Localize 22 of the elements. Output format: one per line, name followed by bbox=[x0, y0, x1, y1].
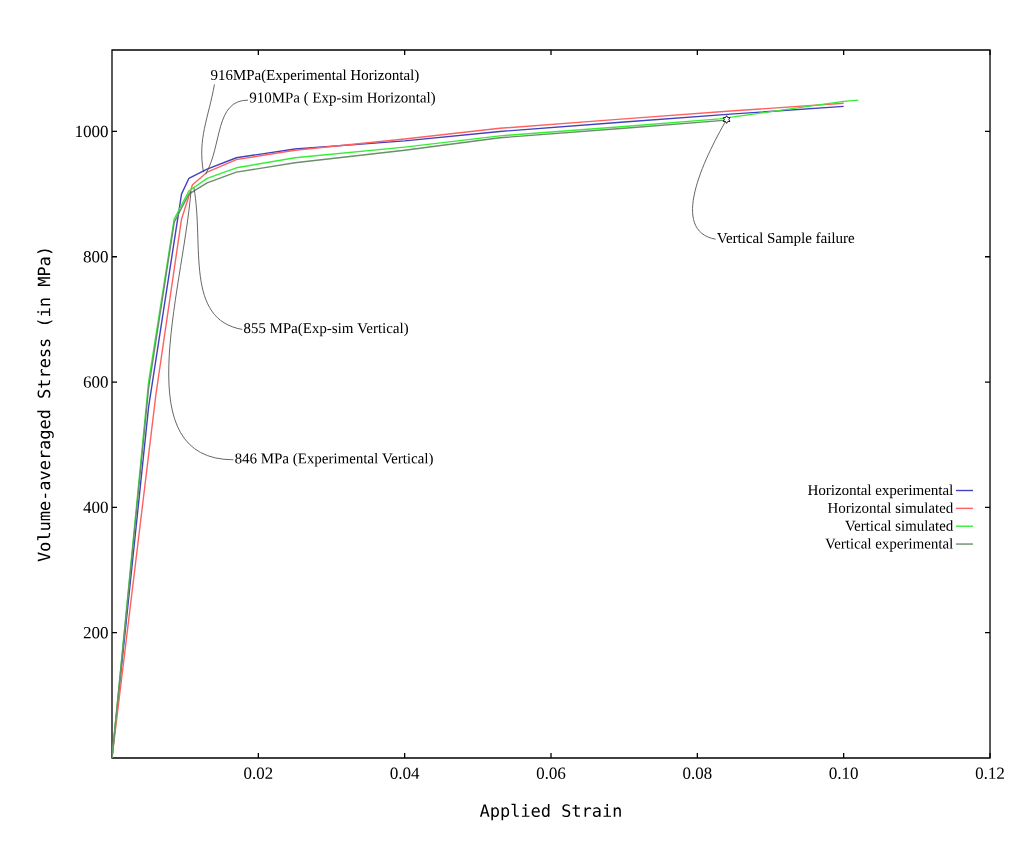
x-tick-label: 0.06 bbox=[536, 767, 566, 780]
x-tick-label: 0.02 bbox=[244, 767, 273, 780]
annotation: 910MPa ( Exp-sim Horizontal) bbox=[249, 92, 435, 106]
x-tick-label: 0.10 bbox=[829, 767, 858, 780]
annotation: 916MPa(Experimental Horizontal) bbox=[211, 69, 419, 84]
annotation: 855 MPa(Exp-sim Vertical) bbox=[244, 322, 408, 337]
legend-label: Horizontal experimental bbox=[808, 484, 953, 499]
y-axis-title: Volume-averaged Stress (in MPa) bbox=[37, 249, 54, 562]
legend-label: Vertical experimental bbox=[825, 538, 953, 552]
legend-label: Horizontal simulated bbox=[827, 502, 954, 513]
annotation: Vertical Sample failure bbox=[717, 232, 855, 247]
x-tick-label: 0.12 bbox=[975, 767, 1004, 780]
y-tick-label: 600 bbox=[83, 376, 108, 388]
x-tick-label: 0.04 bbox=[390, 767, 420, 780]
x-tick-label: 0.08 bbox=[683, 767, 712, 780]
annotation: 846 MPa (Experimental Vertical) bbox=[235, 452, 433, 467]
y-tick-label: 400 bbox=[83, 501, 108, 514]
y-tick-label: 1000 bbox=[76, 125, 108, 138]
x-axis-title: Applied Strain bbox=[479, 803, 621, 821]
y-tick-label: 200 bbox=[83, 626, 108, 639]
y-tick-label: 800 bbox=[83, 251, 108, 263]
legend-label: Vertical simulated bbox=[845, 520, 954, 531]
